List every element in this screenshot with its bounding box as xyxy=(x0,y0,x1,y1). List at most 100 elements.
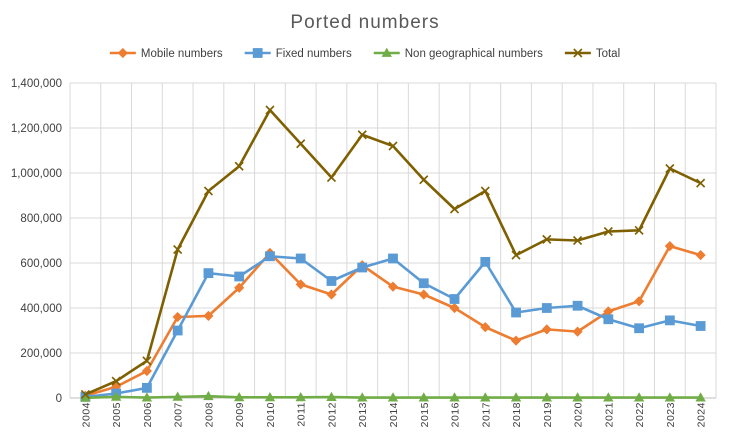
data-point xyxy=(172,391,183,401)
data-point xyxy=(265,251,275,262)
series-fixed-numbers xyxy=(80,251,706,402)
data-point xyxy=(664,315,675,326)
y-tick-label: 1,000,000 xyxy=(11,168,62,180)
data-point xyxy=(173,244,183,255)
data-point xyxy=(387,392,399,402)
data-point xyxy=(449,294,460,304)
data-point xyxy=(203,390,214,401)
data-point xyxy=(357,262,368,273)
x-tick-label: 2020 xyxy=(573,402,585,427)
data-point xyxy=(511,307,521,318)
x-tick-label: 2005 xyxy=(111,402,123,427)
legend-label: Mobile numbers xyxy=(141,48,223,60)
data-point xyxy=(172,311,183,323)
chart-title: Ported numbers xyxy=(290,12,439,33)
grid xyxy=(69,82,717,398)
data-point xyxy=(603,314,614,325)
x-tick-label: 2007 xyxy=(173,402,185,427)
x-tick-label: 2017 xyxy=(480,402,492,427)
data-point xyxy=(603,392,614,402)
data-point xyxy=(388,141,398,151)
legend-label: Non geographical numbers xyxy=(405,48,543,60)
data-point xyxy=(357,130,367,140)
x-tick-label: 2006 xyxy=(142,402,154,427)
data-point xyxy=(296,139,306,149)
data-point xyxy=(573,235,583,246)
y-tick-label: 400,000 xyxy=(20,303,62,315)
x-tick-label: 2011 xyxy=(296,402,308,427)
legend-label: Total xyxy=(596,48,620,60)
data-point xyxy=(633,392,645,402)
data-point xyxy=(203,310,214,321)
x-axis: 2004 2005 2006 2007 2008 2009 2010 2011 2012 2013… xyxy=(70,397,716,427)
data-point xyxy=(696,178,706,188)
series-non-geographical-numbers xyxy=(80,390,706,402)
data-point xyxy=(510,335,522,346)
data-point xyxy=(203,268,214,279)
data-point xyxy=(264,392,276,402)
legend-marker xyxy=(381,47,392,57)
data-point xyxy=(357,392,368,402)
data-point xyxy=(480,392,491,402)
data-point xyxy=(110,391,122,401)
x-tick-label: 2008 xyxy=(203,402,215,427)
legend-label: Fixed numbers xyxy=(276,48,352,60)
data-point xyxy=(634,296,645,307)
data-point xyxy=(572,392,583,402)
data-point xyxy=(203,186,213,196)
x-tick-label: 2013 xyxy=(357,402,369,427)
legend-marker xyxy=(117,47,128,59)
data-point xyxy=(449,392,460,402)
data-point xyxy=(142,382,152,393)
data-point xyxy=(111,376,121,386)
data-point xyxy=(326,276,337,286)
y-tick-label: 1,400,000 xyxy=(11,78,62,90)
x-tick-label: 2014 xyxy=(388,402,400,427)
x-tick-label: 2024 xyxy=(696,402,708,427)
x-tick-label: 2004 xyxy=(80,402,92,427)
data-point xyxy=(572,300,583,311)
x-tick-label: 2018 xyxy=(511,402,523,427)
y-axis: 0 200,000 400,000 600,000 800,000 1,000,000 1,… xyxy=(11,78,62,405)
legend-marker xyxy=(252,48,263,58)
data-point xyxy=(142,356,152,366)
series-line xyxy=(84,108,702,396)
data-point xyxy=(234,392,245,402)
y-tick-label: 1,200,000 xyxy=(11,123,62,135)
data-point xyxy=(326,289,337,300)
y-tick-label: 600,000 xyxy=(20,258,62,270)
x-tick-label: 2019 xyxy=(542,402,554,427)
data-point xyxy=(388,253,398,264)
data-point xyxy=(664,392,676,402)
legend-item: Mobile numbers xyxy=(109,47,223,60)
data-point xyxy=(480,322,491,333)
data-point xyxy=(695,321,706,331)
x-tick-label: 2016 xyxy=(450,402,462,427)
data-point xyxy=(480,186,490,196)
data-point xyxy=(418,392,429,402)
data-point xyxy=(419,175,429,185)
y-tick-label: 0 xyxy=(56,393,62,405)
data-point xyxy=(665,163,675,174)
series-total xyxy=(80,105,706,399)
data-point xyxy=(80,389,90,399)
data-point xyxy=(295,253,306,264)
x-tick-label: 2012 xyxy=(326,402,338,427)
data-point xyxy=(141,365,152,377)
data-point xyxy=(295,392,306,402)
x-tick-label: 2021 xyxy=(603,402,615,427)
data-point xyxy=(695,250,706,261)
data-point xyxy=(634,225,644,235)
data-point xyxy=(572,326,583,337)
x-tick-label: 2023 xyxy=(665,402,677,427)
data-point xyxy=(541,392,552,402)
x-tick-label: 2010 xyxy=(265,402,277,427)
x-tick-label: 2015 xyxy=(419,402,431,427)
legend-marker xyxy=(573,48,583,58)
data-point xyxy=(234,282,245,293)
data-point xyxy=(326,391,337,402)
data-point xyxy=(510,392,522,402)
x-tick-label: 2009 xyxy=(234,402,246,427)
data-point xyxy=(541,303,552,313)
legend-item: Fixed numbers xyxy=(244,48,352,60)
